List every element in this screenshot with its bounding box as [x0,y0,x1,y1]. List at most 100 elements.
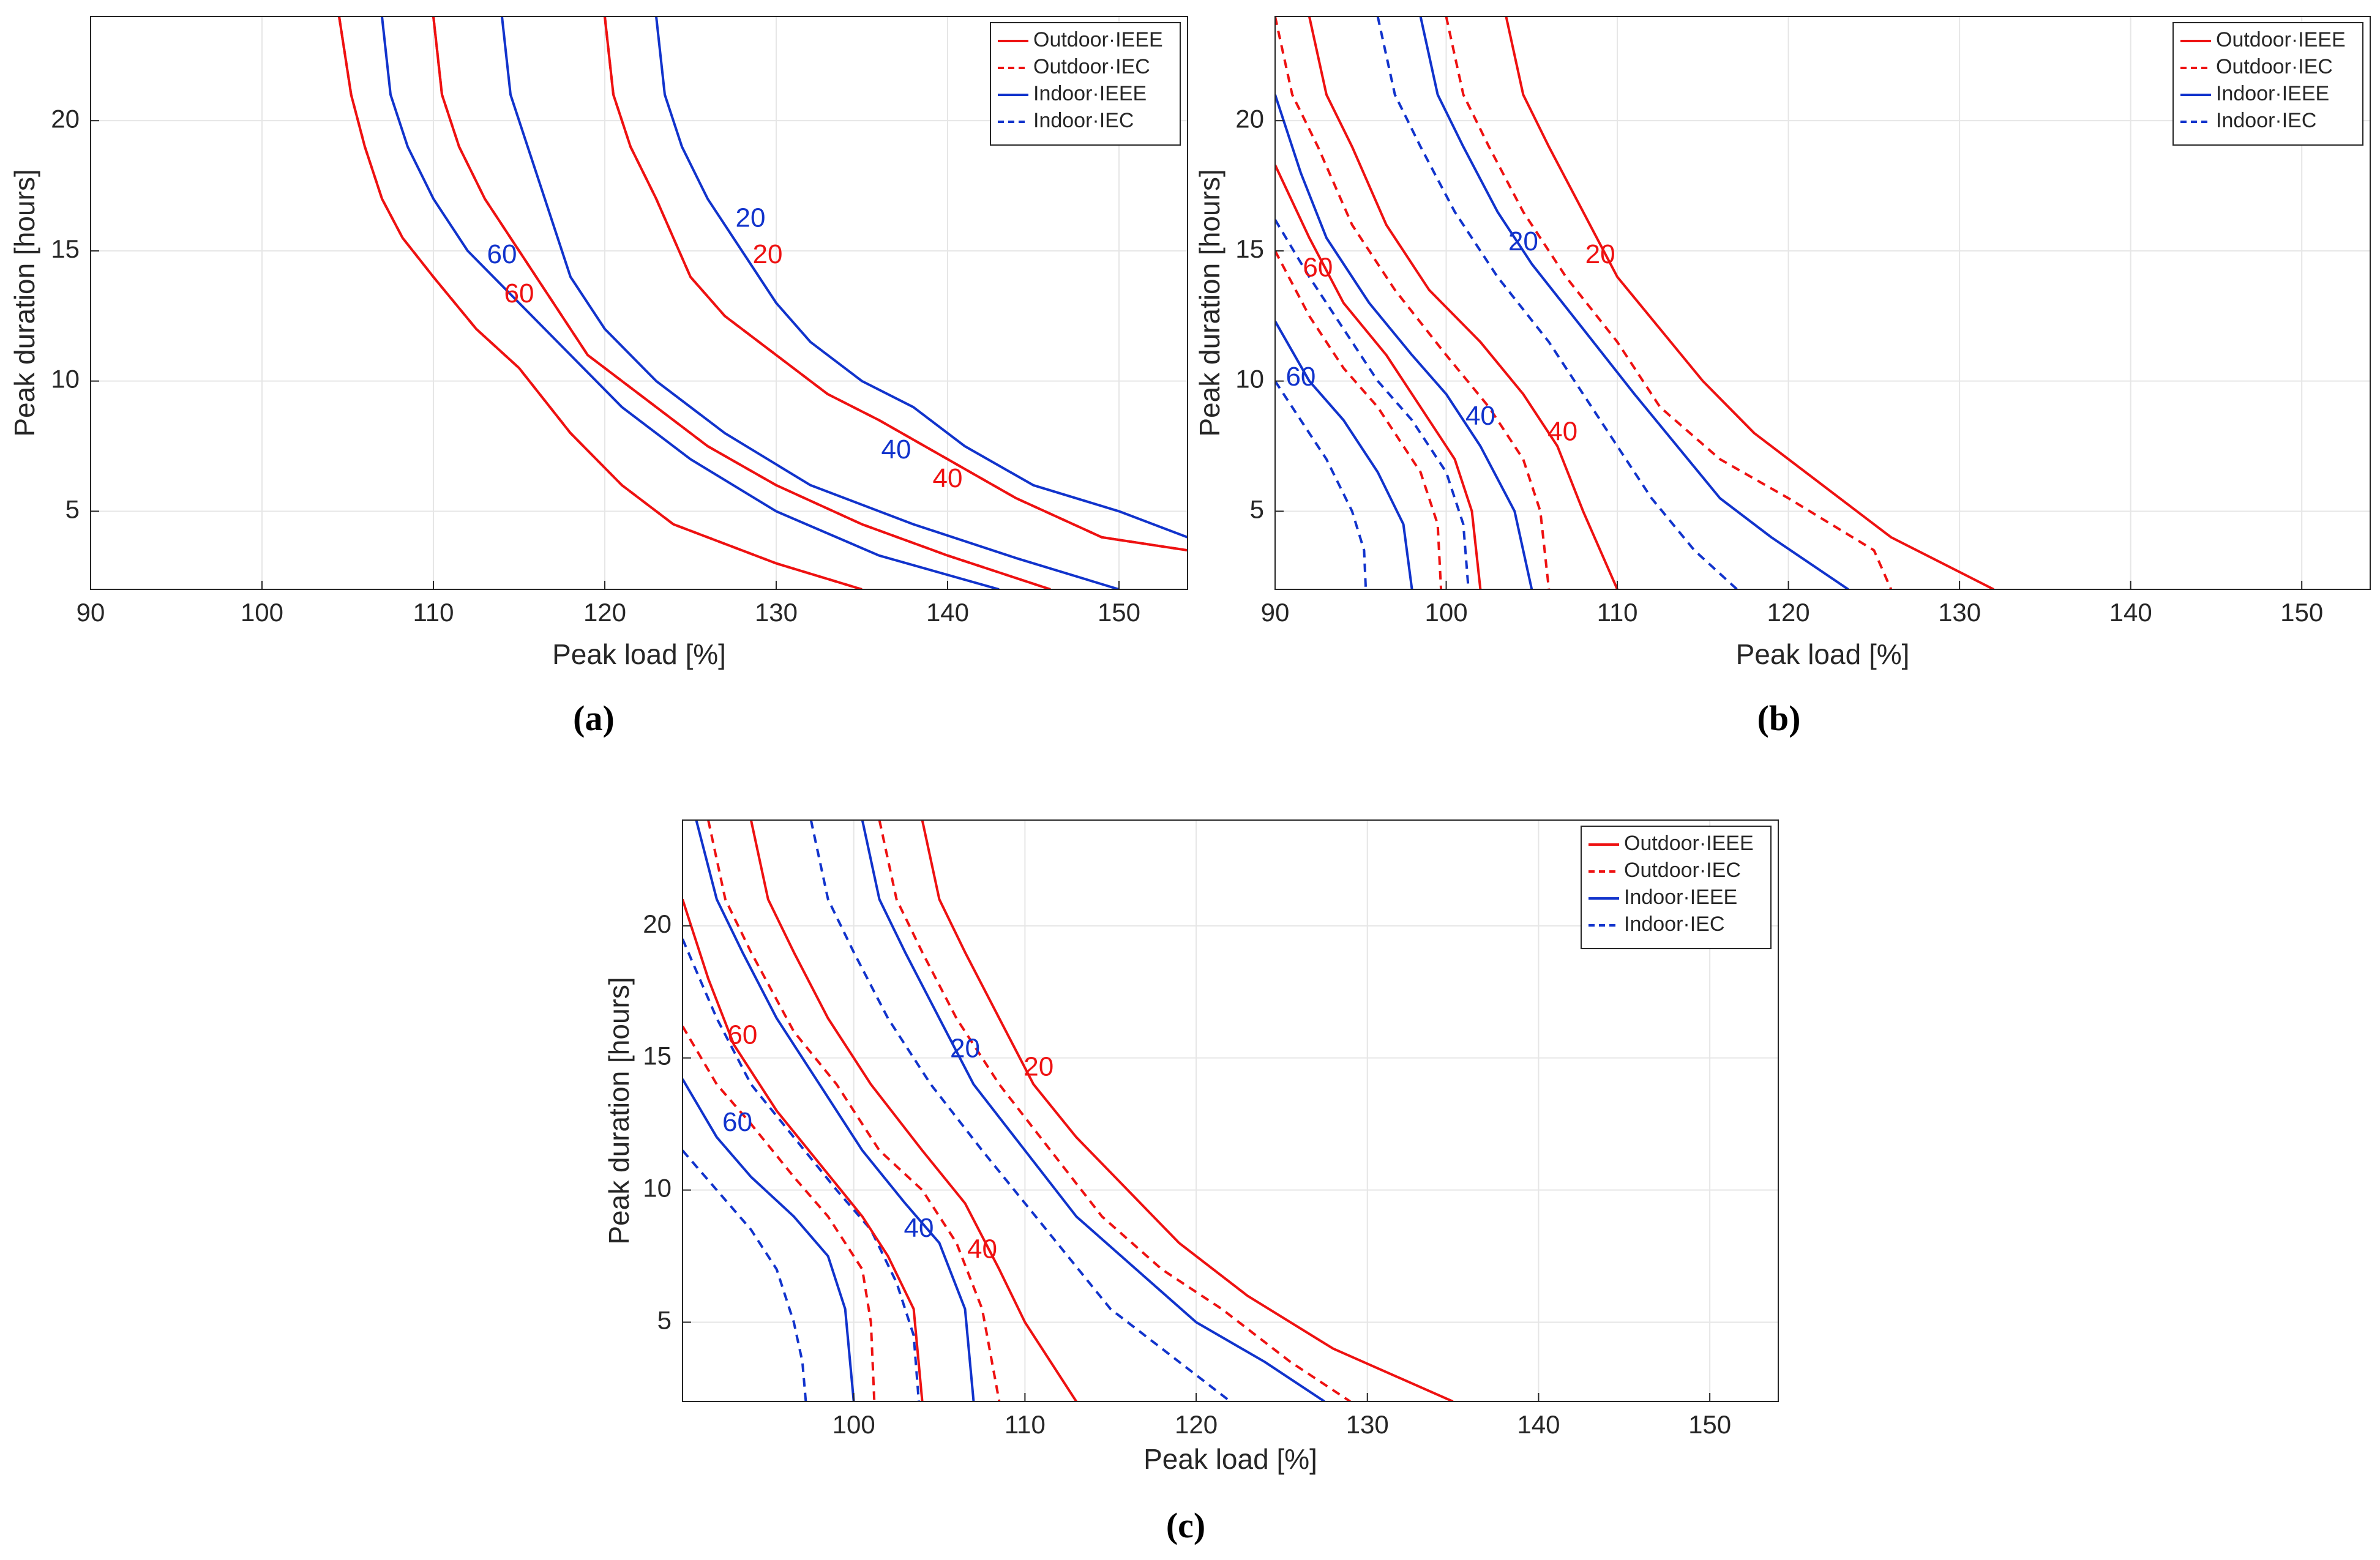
contour-label: 20 [1508,226,1538,256]
y-tick-label: 15 [643,1042,672,1070]
series-line [683,938,920,1401]
legend-entry: Outdoor·IEEE [2216,28,2346,51]
contour-label: 40 [933,463,963,493]
contour-label: 40 [1547,416,1577,446]
series-line [1275,380,1368,589]
y-tick-label: 10 [1235,365,1264,394]
series-line [861,820,1325,1401]
chart-panel-a: 20 20 60 60 40 40 90 100 110 120 130 140 150 5 10 15 20 P… [9,16,1188,738]
series-line [1275,320,1413,589]
legend-entry: Outdoor·IEC [1624,859,1741,882]
legend: Outdoor·IEEE Outdoor·IEC Indoor·IEEE Indoor… [990,22,1181,146]
x-tick-label: 120 [583,598,626,627]
x-tick-label: 120 [1175,1410,1218,1439]
series-line [604,17,1188,552]
x-axis-label: Peak load [%] [1736,638,1910,670]
contour-label: 60 [722,1107,752,1137]
chart-panel-c: 20 20 60 60 40 40 100 110 120 130 140 150 5 10 15 20 Pea… [603,819,1779,1545]
x-axis-label: Peak load [%] [552,638,726,670]
y-tick-label: 20 [1235,104,1264,133]
series-line [1275,94,1533,589]
x-tick-label: 110 [1597,598,1638,627]
legend-box [2172,22,2363,146]
legend-entry: Indoor·IEEE [1624,886,1737,909]
contour-label: 60 [1285,362,1315,392]
legend-entry: Outdoor·IEC [1033,55,1150,78]
legend-entry: Indoor·IEC [1033,109,1134,132]
x-tick-label: 140 [2109,598,2152,627]
series-line [749,820,1077,1401]
series-line [1275,17,1551,589]
y-tick-label: 20 [643,909,672,938]
x-tick-label: 110 [1005,1410,1046,1439]
x-tick-label: 100 [1424,598,1467,627]
x-tick-label: 90 [1261,598,1290,627]
y-tick-label: 10 [643,1174,672,1203]
series-line [655,17,1188,539]
axes-frame [1274,16,2371,590]
contour-label: 20 [950,1033,980,1063]
series-line [683,1149,807,1401]
series-line [1275,164,1482,589]
series-line [1308,17,1618,589]
contour-label: 20 [736,203,766,233]
x-tick-label: 100 [241,598,283,627]
legend-entry: Outdoor·IEC [2216,55,2333,78]
x-tick-label: 130 [1938,598,1981,627]
contour-label: 20 [753,239,783,269]
x-tick-label: 150 [2280,598,2323,627]
series-line [921,820,1454,1401]
panel-caption: (b) [1757,698,1801,738]
series-group [338,17,1188,589]
contour-label: 60 [727,1020,757,1050]
contour-label: 40 [967,1234,997,1264]
y-tick-label: 5 [657,1306,672,1335]
y-tick-label: 15 [1235,234,1264,263]
y-tick-label: 15 [51,234,80,263]
series-line [1275,250,1443,589]
series-line [683,898,924,1401]
series-line [809,820,1232,1401]
series-line [1275,218,1470,589]
x-tick-label: 130 [1346,1410,1389,1439]
series-line [683,1078,855,1401]
series-line [878,820,1351,1401]
x-tick-label: 100 [833,1410,875,1439]
contour-label: 60 [487,239,517,269]
contour-label: 40 [1465,401,1495,431]
series-line [338,17,863,589]
legend-entry: Outdoor·IEEE [1033,28,1163,51]
panel-caption: (c) [1166,1506,1205,1545]
series-line [381,17,1000,589]
legend: Outdoor·IEEE Outdoor·IEC Indoor·IEEE Indoor… [1581,826,1772,949]
x-tick-label: 140 [926,598,969,627]
series-line [707,820,1001,1401]
series-line [1376,17,1738,589]
legend-entry: Indoor·IEC [1624,912,1724,936]
contour-label: 20 [1585,239,1615,269]
series-line [1419,17,1849,589]
series-line [432,17,1051,589]
series-group [683,820,1454,1401]
contour-label: 40 [904,1213,934,1243]
legend-box [1581,826,1772,949]
series-line [683,1025,876,1401]
x-tick-label: 130 [755,598,798,627]
contour-label: 20 [1023,1052,1053,1082]
axes-frame [682,819,1779,1402]
contour-label: 60 [504,278,534,308]
contour-label: 60 [1303,252,1333,282]
series-line [695,820,975,1401]
x-axis-label: Peak load [%] [1143,1443,1317,1475]
y-tick-label: 10 [51,365,80,394]
axes-frame [90,16,1188,590]
legend-entry: Indoor·IEEE [1033,82,1147,105]
x-tick-label: 140 [1517,1410,1560,1439]
legend-entry: Indoor·IEC [2216,109,2316,132]
legend-box [990,22,1181,146]
y-axis-label: Peak duration [hours] [9,169,40,436]
legend-entry: Indoor·IEEE [2216,82,2329,105]
y-axis-label: Peak duration [hours] [603,977,635,1244]
legend-entry: Outdoor·IEEE [1624,832,1754,855]
